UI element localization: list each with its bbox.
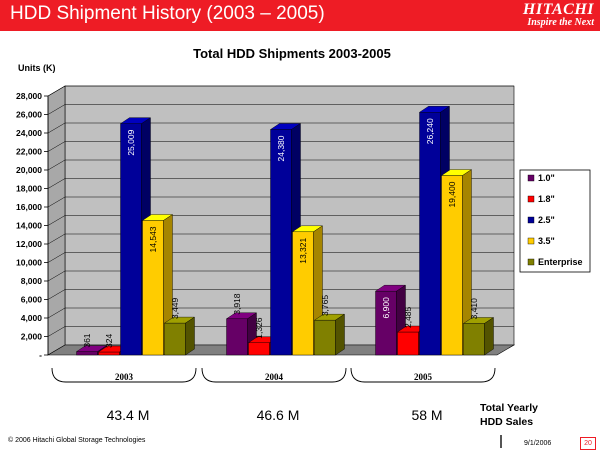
gridline [47, 289, 514, 300]
y-tick-label: 4,000 [21, 313, 43, 323]
year-bracket [350, 367, 496, 383]
y-tick-label: 16,000 [16, 202, 42, 212]
logo-tagline: Inspire the Next [527, 17, 594, 28]
totals-caption-line2: HDD Sales [480, 416, 533, 428]
year-bracket [201, 367, 347, 383]
copyright-text: © 2006 Hitachi Global Storage Technologi… [8, 437, 146, 444]
gridline [47, 178, 514, 189]
bar-18-2004 [248, 342, 270, 356]
y-tick-label: 12,000 [16, 239, 42, 249]
x-category-label: 2003 [115, 372, 134, 382]
footer-divider [500, 435, 502, 448]
bar-value-label: 13,321 [298, 238, 308, 264]
bar-value-label: 1,326 [254, 317, 264, 339]
y-tick-label: 6,000 [21, 295, 43, 305]
legend-swatch [527, 237, 535, 245]
bar-enterprise-2005 [463, 323, 485, 356]
gridline [47, 159, 514, 171]
totals-caption-line1: Total Yearly [480, 402, 538, 414]
legend-swatch [527, 216, 535, 224]
bar-10-2004 [226, 318, 248, 356]
y-tick-label: 22,000 [16, 147, 42, 157]
gridline [47, 233, 514, 245]
y-tick-label: 28,000 [16, 91, 42, 101]
y-tick-label: 14,000 [16, 221, 42, 231]
bar-value-label: 25,009 [126, 129, 136, 155]
y-axis-label: Units (K) [18, 63, 56, 73]
bar-value-label: 26,240 [425, 118, 435, 144]
legend-swatch [527, 174, 535, 182]
bar-18-2005 [397, 331, 419, 356]
bar-10-2003 [76, 351, 98, 356]
y-tick-label: 26,000 [16, 110, 42, 120]
y-tick-label: 20,000 [16, 165, 42, 175]
y-tick-label: 18,000 [16, 184, 42, 194]
gridline [47, 141, 514, 152]
bar-value-label: 3,765 [320, 295, 330, 317]
hitachi-logo: HITACHI Inspire the Next [522, 1, 594, 29]
gridline [47, 270, 514, 282]
gridline [47, 122, 514, 134]
yearly-total: 43.4 M [107, 407, 150, 423]
x-category-label: 2004 [265, 372, 284, 382]
bar-enterprise-2003 [164, 322, 186, 356]
logo-name: HITACHI [522, 1, 594, 18]
bar-value-label: 24,380 [276, 135, 286, 161]
bar-25-2003 [120, 123, 142, 356]
bar-value-label: 19,400 [447, 181, 457, 207]
gridline [47, 326, 514, 337]
legend-label: Enterprise [538, 257, 583, 267]
bar-side [484, 317, 494, 356]
legend-label: 3.5" [538, 236, 555, 246]
gridline [47, 85, 514, 97]
bar-value-label: 6,900 [381, 297, 391, 319]
page-number: 20 [580, 437, 596, 450]
yearly-total: 46.6 M [257, 407, 300, 423]
gridline [47, 196, 514, 208]
shipments-chart: Total HDD Shipments 2003-2005 Units (K) - 2… [16, 46, 591, 428]
y-tick-label: 24,000 [16, 128, 42, 138]
bar-value-label: 361 [82, 333, 92, 347]
gridline [47, 104, 514, 115]
gridline [47, 307, 514, 319]
legend-label: 2.5" [538, 215, 555, 225]
header-bar: HDD Shipment History (2003 – 2005) HITAC… [0, 0, 600, 31]
chart-title: Total HDD Shipments 2003-2005 [193, 46, 391, 61]
legend-swatch [527, 258, 535, 266]
y-tick-label: 10,000 [16, 258, 42, 268]
page-title: HDD Shipment History (2003 – 2005) [10, 3, 325, 24]
y-tick-label: 8,000 [21, 276, 43, 286]
y-tick-label: - [39, 350, 42, 360]
bar-value-label: 2,485 [403, 306, 413, 328]
bar-25-2005 [419, 112, 441, 356]
bar-value-label: 3,449 [170, 298, 180, 320]
footer-date: 9/1/2006 [524, 440, 552, 447]
bar-value-label: 14,543 [148, 226, 158, 252]
bar-18-2003 [98, 351, 120, 356]
bar-value-label: 324 [104, 334, 114, 348]
bar-side [185, 316, 195, 356]
y-tick-label: 2,000 [21, 332, 43, 342]
yearly-total: 58 M [411, 407, 442, 423]
legend-label: 1.0" [538, 173, 555, 183]
bar-value-label: 3,410 [469, 298, 479, 320]
year-bracket [51, 367, 197, 383]
x-category-label: 2005 [414, 372, 433, 382]
gridline [47, 252, 514, 263]
bar-value-label: 3,918 [232, 293, 242, 315]
legend-swatch [527, 195, 535, 203]
gridline [47, 215, 514, 226]
bar-side [335, 313, 345, 356]
bar-25-2004 [270, 129, 292, 356]
legend-label: 1.8" [538, 194, 555, 204]
bar-enterprise-2004 [314, 319, 336, 356]
